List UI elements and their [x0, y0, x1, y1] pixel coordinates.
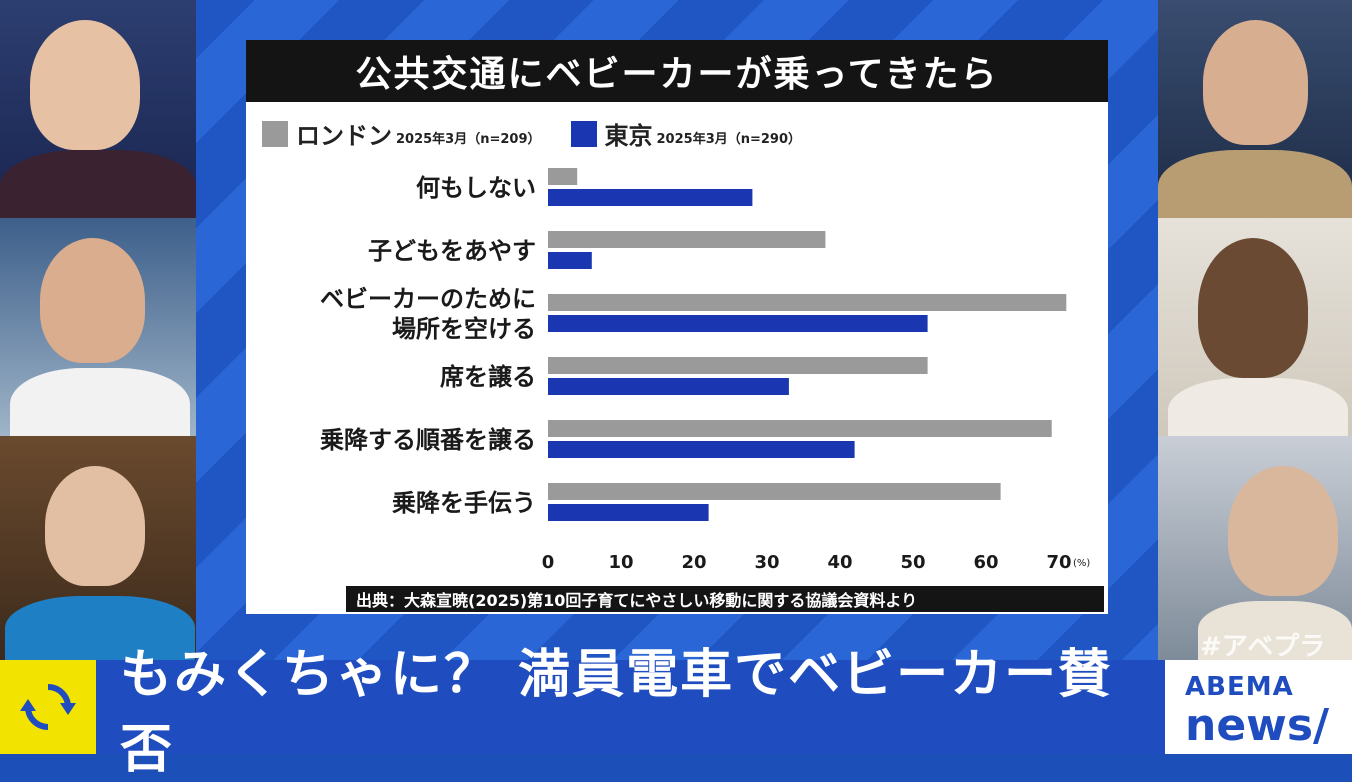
bar-london	[548, 294, 1067, 311]
category-label: 乗降する順番を譲る	[320, 426, 536, 454]
x-tick-label: 40	[827, 552, 852, 573]
caption-banner: もみくちゃに？ 満員電車でベビーカー賛否	[0, 645, 1165, 780]
video-panel-left-1	[0, 0, 196, 218]
panelist-body	[1158, 150, 1352, 218]
category-label: 子どもをあやす	[368, 237, 536, 265]
video-panel-right-1	[1158, 0, 1352, 218]
bar-london	[548, 420, 1052, 437]
chart-legend: ロンドン 2025年3月（n=209） 東京 2025年3月（n=290）	[262, 116, 831, 151]
bar-london	[548, 168, 578, 185]
badge	[0, 660, 96, 754]
x-tick-label: 60	[973, 552, 998, 573]
x-tick-label: 50	[900, 552, 925, 573]
panelist-body	[1198, 601, 1352, 660]
legend-swatch-tokyo	[570, 120, 597, 147]
chart-title: 公共交通にベビーカーが乗ってきたら	[246, 40, 1108, 102]
x-tick-label: 30	[754, 552, 779, 573]
x-tick-label: 0	[542, 552, 555, 573]
panelist-silhouette	[1198, 238, 1308, 378]
legend-label-tokyo: 東京	[604, 122, 653, 150]
panelist-body	[0, 150, 196, 218]
x-tick-label: 70	[1046, 552, 1071, 573]
logo-line-2: news/	[1185, 700, 1330, 751]
bar-tokyo	[548, 252, 592, 269]
bar-tokyo	[548, 189, 753, 206]
source-note: 出典：大森宣暁(2025)第10回子育てにやさしい移動に関する協議会資料より	[346, 586, 1104, 612]
abema-news-logo: ABEMA news/	[1165, 660, 1352, 754]
logo-line-1: ABEMA	[1185, 672, 1294, 702]
x-unit-label: (%)	[1073, 558, 1090, 569]
bar-london	[548, 357, 928, 374]
panelist-silhouette	[1228, 466, 1338, 596]
legend-swatch-london	[262, 120, 288, 147]
x-tick-label: 20	[681, 552, 706, 573]
bar-tokyo	[548, 378, 789, 395]
legend-note-tokyo: 2025年3月（n=290）	[656, 132, 802, 147]
video-panel-left-3	[0, 436, 196, 660]
panelist-silhouette	[40, 238, 145, 363]
category-label: 場所を空ける	[392, 315, 536, 343]
bar-tokyo	[548, 504, 709, 521]
x-tick-label: 10	[608, 552, 633, 573]
bar-tokyo	[548, 315, 928, 332]
bar-london	[548, 483, 1001, 500]
legend-note-london: 2025年3月（n=209）	[396, 132, 541, 147]
bar-chart: 何もしない子どもをあやすベビーカーのために場所を空ける席を譲る乗降する順番を譲る…	[320, 168, 1090, 573]
legend-label-london: ロンドン	[296, 122, 392, 150]
category-label: 乗降を手伝う	[392, 489, 536, 517]
panelist-body	[5, 596, 195, 660]
bar-tokyo	[548, 441, 855, 458]
video-panel-left-2	[0, 218, 196, 436]
panelist-silhouette	[1203, 20, 1308, 145]
panelist-silhouette	[30, 20, 140, 150]
category-label: 席を譲る	[440, 363, 536, 391]
refresh-icon	[20, 684, 76, 730]
video-panel-right-3	[1158, 436, 1352, 660]
bar-london	[548, 231, 826, 248]
hashtag: #アベプラ	[1200, 632, 1326, 662]
chart-card: 公共交通にベビーカーが乗ってきたら ロンドン 2025年3月（n=209） 東京…	[246, 40, 1108, 614]
category-label: ベビーカーのために	[320, 285, 536, 313]
video-panel-right-2	[1158, 218, 1352, 436]
panelist-body	[1168, 378, 1348, 436]
category-label: 何もしない	[416, 174, 536, 202]
panelist-body	[10, 368, 190, 436]
panelist-silhouette	[45, 466, 145, 586]
